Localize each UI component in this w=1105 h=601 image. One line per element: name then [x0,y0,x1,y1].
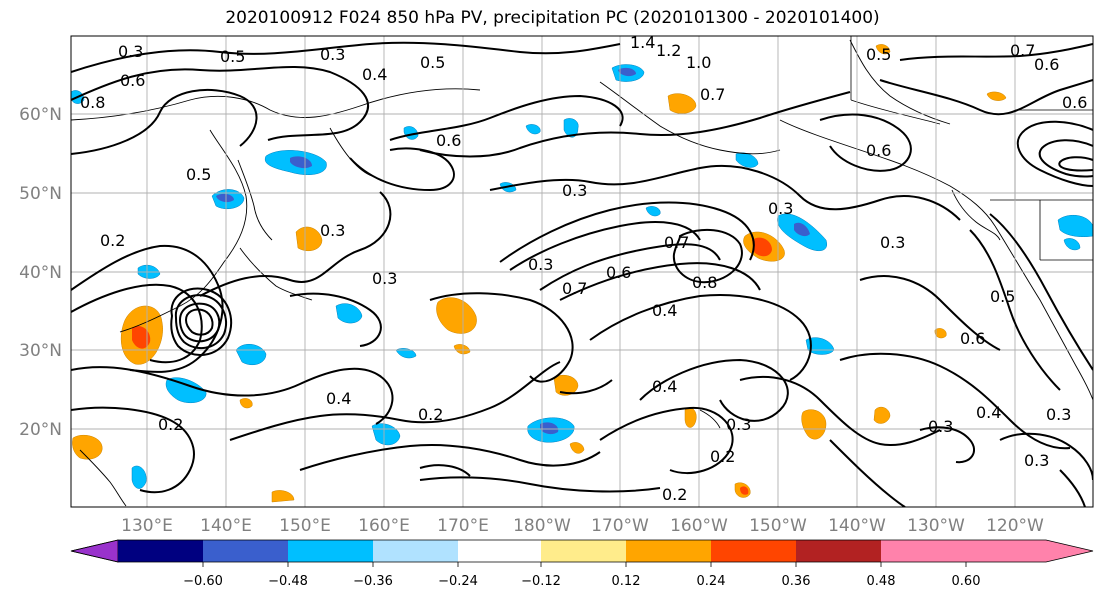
colorbar-tick-label: 0.24 [697,574,726,589]
lon-label: 160°E [358,516,410,536]
colorbar-tick-label: −0.36 [353,574,393,589]
colorbar-bin [458,540,541,562]
contour-label: 0.3 [320,45,345,64]
colorbar-tick-label: 0.48 [867,574,896,589]
longitude-labels: 130°E 140°E 150°E 160°E 170°E 180°W 170°… [121,516,1044,536]
lon-label: 180°W [513,516,571,536]
lat-label-60n: 60°N [19,105,62,125]
contour-label: 0.6 [1062,93,1087,112]
contour-label: 0.3 [528,255,553,274]
latitude-labels: 60°N 50°N 40°N 30°N 20°N [19,105,62,440]
colorbar-bin [373,540,458,562]
contour-label: 0.2 [710,447,735,466]
colorbar-bin [711,540,796,562]
contour-label: 0.6 [866,141,891,160]
contour-label: 0.4 [652,301,677,320]
contour-label: 0.3 [880,233,905,252]
contour-label: 0.3 [118,42,143,61]
contour-label: 0.5 [990,287,1015,306]
contour-label: 0.4 [652,377,677,396]
colorbar-tick-label: −0.48 [268,574,308,589]
map-frame [70,35,1094,508]
coastlines [71,39,1093,507]
colorbar-tick-label: 0.36 [782,574,811,589]
contour-label: 0.7 [700,85,725,104]
colorbar-tick-label: 0.60 [952,574,981,589]
lat-label-40n: 40°N [19,263,62,283]
map-title: 2020100912 F024 850 hPa PV, precipitatio… [225,8,880,28]
lon-label: 170°W [591,516,649,536]
colorbar-tick-label: −0.60 [183,574,223,589]
lon-label: 130°E [121,516,173,536]
colorbar-bin [203,540,288,562]
contour-label: 0.6 [606,263,631,282]
colorbar-bin [541,540,626,562]
lon-label: 140°W [828,516,886,536]
lon-label: 130°W [907,516,965,536]
contour-label: 1.4 [630,33,655,52]
lat-label-20n: 20°N [19,420,62,440]
contour-label: 0.2 [662,485,687,504]
lat-label-50n: 50°N [19,184,62,204]
contour-label: 0.3 [726,415,751,434]
contour-label: 0.4 [362,65,387,84]
contour-label: 0.4 [976,403,1001,422]
colorbar-outline [70,539,1094,563]
contour-label: 1.2 [656,41,681,60]
contour-label: 0.6 [1034,55,1059,74]
contour-label: 0.6 [960,329,985,348]
colorbar-ticks [202,562,967,567]
contour-label: 0.7 [562,279,587,298]
contour-label: 0.7 [664,233,689,252]
contour-label: 0.3 [928,417,953,436]
contour-label: 0.3 [320,221,345,240]
contour-label: 0.3 [1024,451,1049,470]
colorbar-right-extend [966,540,1093,562]
colorbar-tick-label: −0.24 [438,574,478,589]
contour-label: 0.3 [768,199,793,218]
contour-label: 0.3 [1046,405,1071,424]
contour-label: 0.6 [120,71,145,90]
contour-label: 0.8 [80,93,105,112]
colorbar: −0.60 −0.48 −0.36 −0.24 −0.12 0.12 0.24 … [70,539,1094,589]
lon-label: 160°W [670,516,728,536]
colorbar-bin [881,540,966,562]
contour-label: 0.7 [1010,41,1035,60]
gridlines [71,36,1093,507]
map-panel [71,36,1093,507]
colorbar-tick-label: −0.12 [521,574,561,589]
lon-label: 120°W [986,516,1044,536]
lon-label: 140°E [200,516,252,536]
lon-label: 150°E [279,516,331,536]
lon-label: 170°E [437,516,489,536]
colorbar-bin [288,540,373,562]
contour-label: 0.5 [420,53,445,72]
colorbar-left-extend [70,539,119,563]
contour-label: 0.5 [186,165,211,184]
contour-label: 0.2 [158,415,183,434]
contour-label: 0.6 [436,131,461,150]
contour-label: 0.2 [100,231,125,250]
colorbar-tick-label: 0.12 [612,574,641,589]
contour-label: 0.5 [866,45,891,64]
colorbar-bin [796,540,881,562]
precip-strong-positive-shading [132,237,772,495]
pv-contours [71,41,1093,507]
contour-label: 0.8 [692,273,717,292]
colorbar-bin [118,540,203,562]
colorbar-bin [626,540,711,562]
contour-label: 0.3 [372,269,397,288]
contour-label: 1.0 [686,53,711,72]
contour-label: 0.5 [220,47,245,66]
contour-label: 0.4 [326,389,351,408]
contour-label: 0.3 [562,181,587,200]
precip-strong-negative-shading [216,67,810,435]
lat-label-30n: 30°N [19,341,62,361]
pv-contour-labels: 0.3 0.5 0.3 0.4 0.5 1.4 1.2 1.0 0.7 0.6 … [80,33,1087,504]
contour-label: 0.2 [418,405,443,424]
lon-label: 150°W [749,516,807,536]
